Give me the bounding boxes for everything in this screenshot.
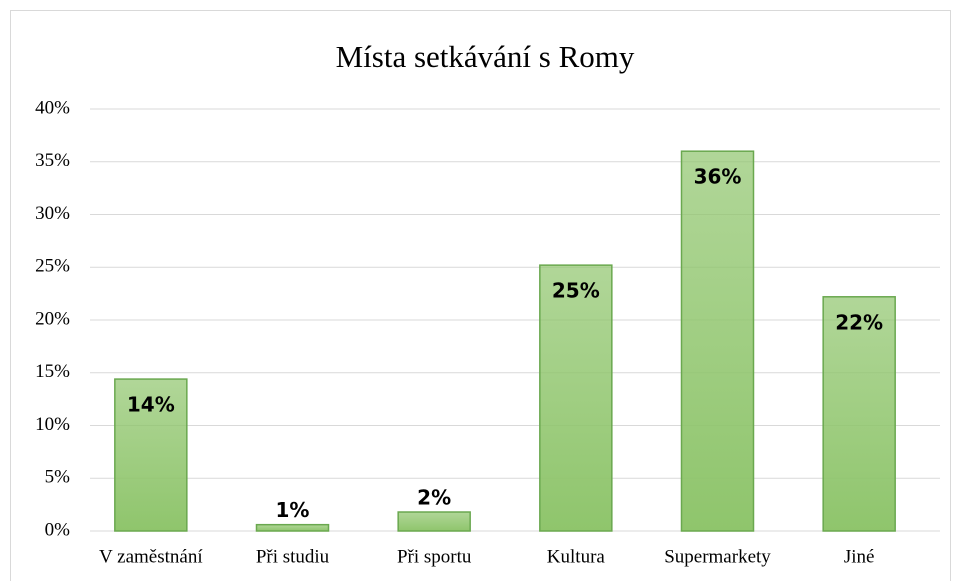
x-tick-label: V zaměstnání: [99, 546, 203, 567]
data-label: 25%: [552, 279, 600, 303]
y-tick-label: 25%: [35, 256, 70, 277]
bar: [680, 150, 755, 532]
y-tick-label: 5%: [45, 467, 71, 488]
x-tick-label: Jiné: [844, 546, 875, 567]
x-tick-label: Při sportu: [397, 546, 472, 567]
data-label: 22%: [835, 310, 883, 334]
chart-title: Místa setkávání s Romy: [336, 39, 635, 74]
y-tick-label: 15%: [35, 361, 70, 382]
data-label: 14%: [127, 393, 175, 417]
bar: [255, 523, 330, 532]
y-tick-label: 20%: [35, 308, 70, 329]
bar: [539, 264, 613, 532]
bar: [397, 511, 471, 532]
data-label: 36%: [694, 165, 742, 189]
y-tick-label: 35%: [35, 150, 70, 171]
data-label: 1%: [276, 498, 310, 522]
y-tick-label: 0%: [45, 519, 71, 540]
bar: [822, 296, 896, 532]
data-label: 2%: [417, 486, 451, 510]
x-tick-label: Kultura: [547, 546, 606, 567]
bar: [114, 378, 188, 532]
y-tick-label: 30%: [35, 203, 70, 224]
y-tick-label: 40%: [35, 97, 70, 118]
x-tick-label: Při studiu: [256, 546, 330, 567]
x-tick-label: Supermarkety: [664, 546, 771, 567]
y-tick-label: 10%: [35, 414, 70, 435]
